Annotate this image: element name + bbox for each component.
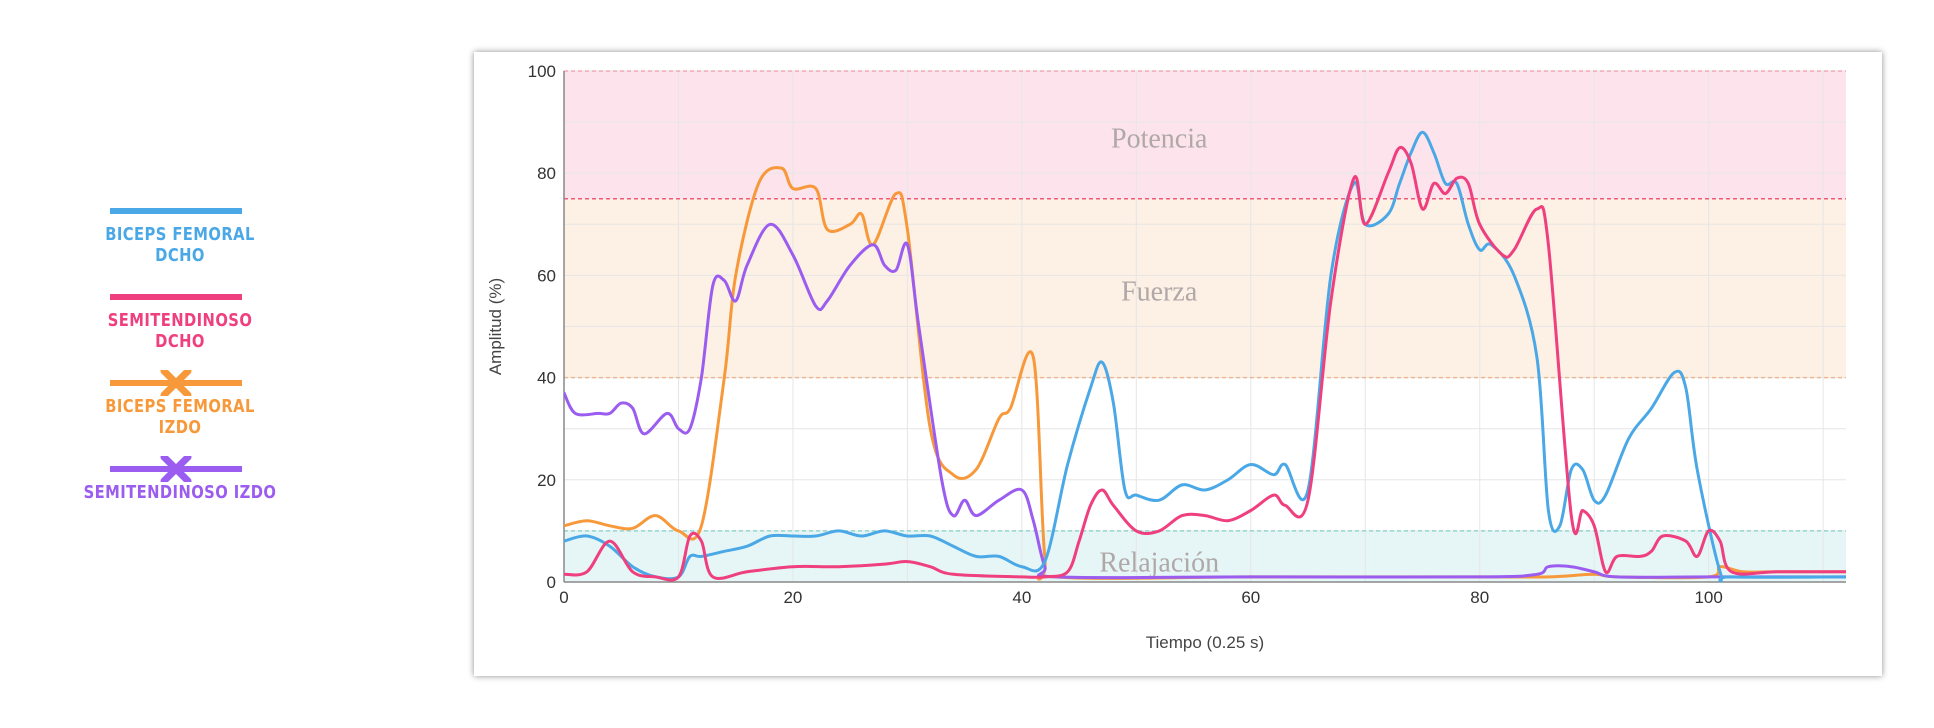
zone-label: Relajación	[1099, 548, 1219, 579]
x-tick-label: 40	[1012, 588, 1031, 607]
series-group	[564, 130, 1846, 583]
legend-line-cross-swatch	[110, 370, 242, 396]
legend-item[interactable]: BICEPS FEMORAL DCHO	[60, 190, 300, 276]
chart-legend: BICEPS FEMORAL DCHO SEMITENDINOSO DCHO B…	[60, 190, 300, 534]
legend-label: SEMITENDINOSO IZDO	[83, 482, 277, 503]
legend-line-cross-swatch	[110, 456, 242, 482]
y-tick-label: 20	[537, 471, 556, 490]
series-line	[564, 130, 1846, 583]
x-axis-title: Tiempo (0.25 s)	[1146, 633, 1264, 652]
y-tick-label: 100	[528, 62, 556, 81]
series-line	[564, 222, 1846, 580]
zone-band	[564, 198, 1846, 378]
legend-label: BICEPS FEMORAL IZDO	[105, 396, 255, 438]
y-tick-label: 80	[537, 164, 556, 183]
x-tick-label: 100	[1694, 588, 1722, 607]
zone-label: Potencia	[1111, 123, 1208, 154]
x-tick-label: 0	[559, 588, 568, 607]
legend-item[interactable]: BICEPS FEMORAL IZDO	[60, 362, 300, 448]
legend-line-swatch	[110, 208, 242, 214]
series-line	[564, 166, 1846, 581]
legend-line-swatch	[110, 294, 242, 300]
legend-label: BICEPS FEMORAL DCHO	[105, 224, 255, 266]
y-axis-title: Amplitud (%)	[486, 278, 505, 375]
line-chart: Potencia Fuerza Relajación 0 20 40 60 80 100 0 20 4…	[486, 62, 1846, 652]
y-tick-label: 60	[537, 266, 556, 285]
x-tick-label: 80	[1470, 588, 1489, 607]
legend-label: SEMITENDINOSO DCHO	[107, 310, 253, 352]
y-tick-label: 40	[537, 369, 556, 388]
x-tick-label: 20	[783, 588, 802, 607]
chart-panel: Potencia Fuerza Relajación 0 20 40 60 80 100 0 20 4…	[474, 52, 1882, 676]
zone-band	[564, 71, 1846, 199]
legend-item[interactable]: SEMITENDINOSO IZDO	[60, 448, 300, 534]
series-line	[564, 145, 1846, 582]
y-tick-label: 0	[547, 573, 556, 592]
zone-label: Fuerza	[1121, 277, 1198, 308]
legend-cross-marker	[160, 370, 192, 396]
x-tick-label: 60	[1241, 588, 1260, 607]
legend-item[interactable]: SEMITENDINOSO DCHO	[60, 276, 300, 362]
legend-cross-marker	[160, 456, 192, 482]
